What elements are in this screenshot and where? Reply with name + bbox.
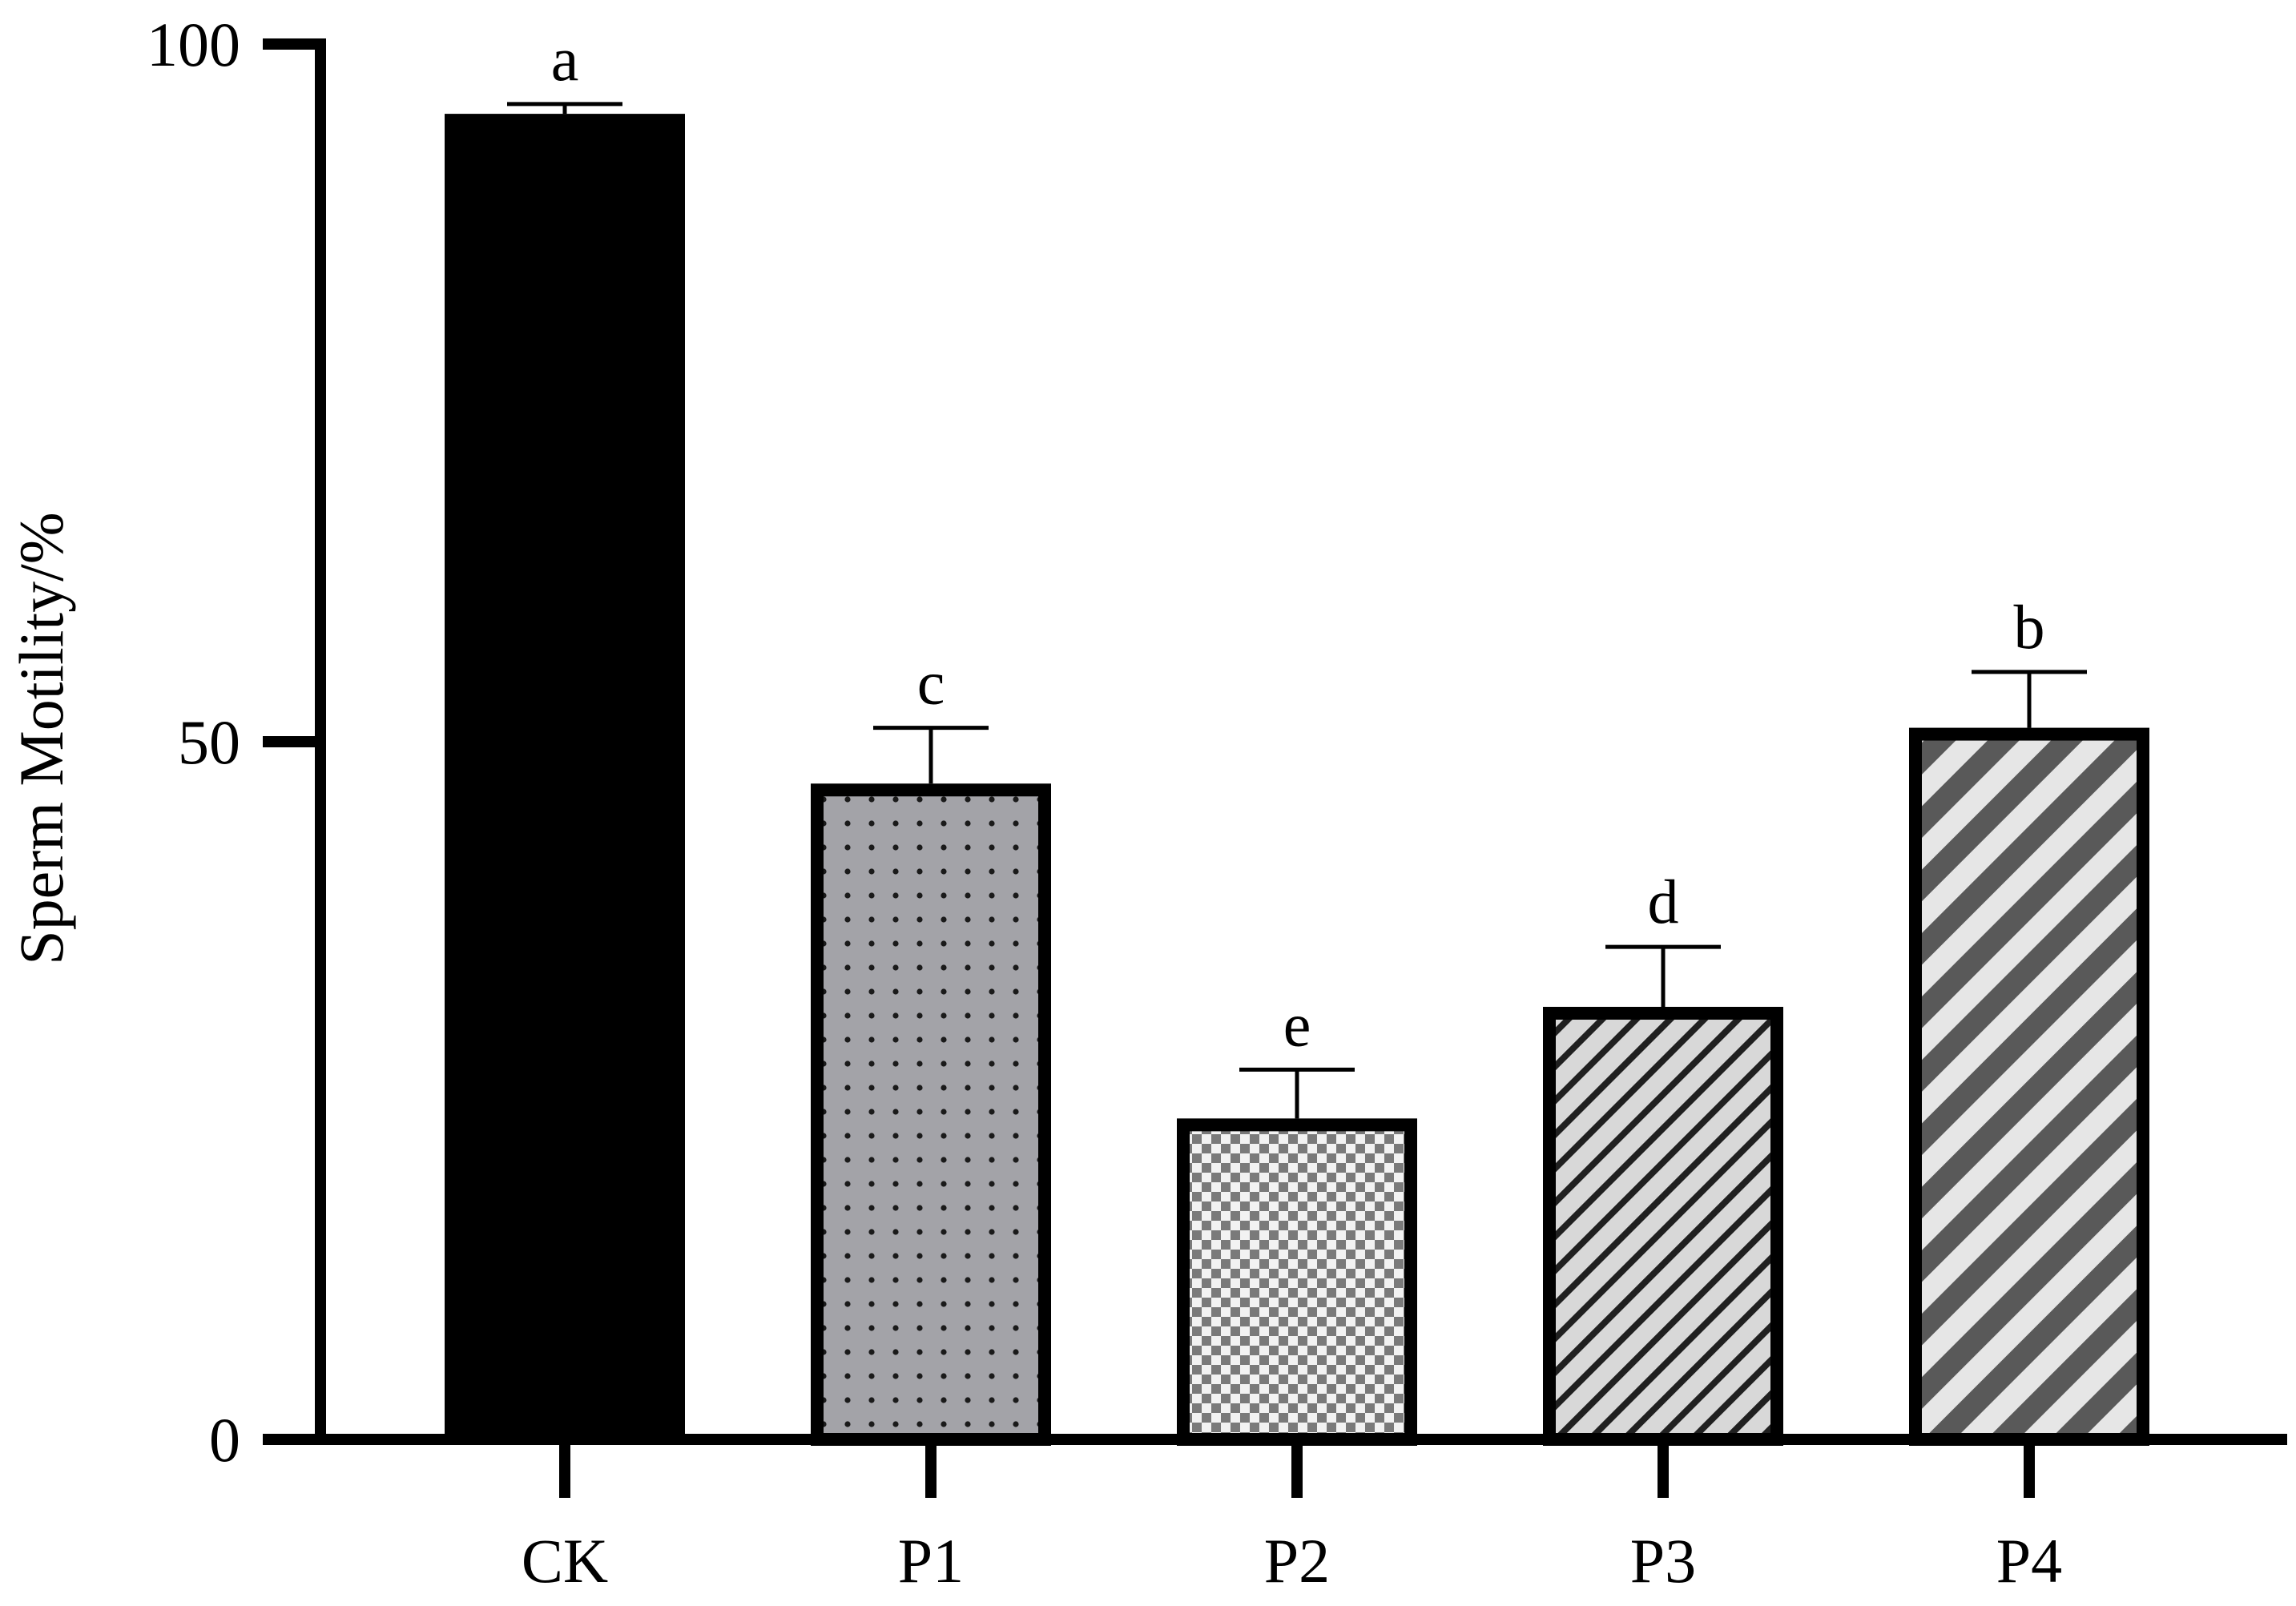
bar-p2 bbox=[1177, 1118, 1417, 1446]
y-tick-label-100: 100 bbox=[147, 10, 240, 79]
x-tick-label-ck: CK bbox=[522, 1526, 608, 1596]
x-tick-label-p3: P3 bbox=[1630, 1526, 1696, 1596]
significance-label-ck: a bbox=[551, 24, 579, 94]
bar-ck bbox=[445, 114, 685, 1440]
x-tick-label-p1: P1 bbox=[898, 1526, 964, 1596]
y-tick-label-50: 50 bbox=[178, 707, 240, 777]
y-axis-title: Sperm Motility/% bbox=[6, 512, 76, 965]
axes bbox=[263, 38, 2287, 1498]
bar-p4 bbox=[1909, 727, 2149, 1446]
bars-layer bbox=[445, 102, 2149, 1446]
significance-label-p2: e bbox=[1283, 989, 1311, 1059]
x-tick-label-p2: P2 bbox=[1264, 1526, 1330, 1596]
bar-p3 bbox=[1543, 1006, 1783, 1446]
y-tick-label-0: 0 bbox=[209, 1405, 240, 1475]
x-tick-label-p4: P4 bbox=[1996, 1526, 2062, 1596]
labels-layer: a CK c P1 e P2 d P3 b P4 0 50 100 bbox=[147, 10, 2062, 1596]
bar-p1 bbox=[811, 783, 1051, 1446]
significance-label-p1: c bbox=[917, 648, 945, 718]
significance-label-p4: b bbox=[2014, 592, 2045, 662]
significance-label-p3: d bbox=[1648, 867, 1679, 936]
